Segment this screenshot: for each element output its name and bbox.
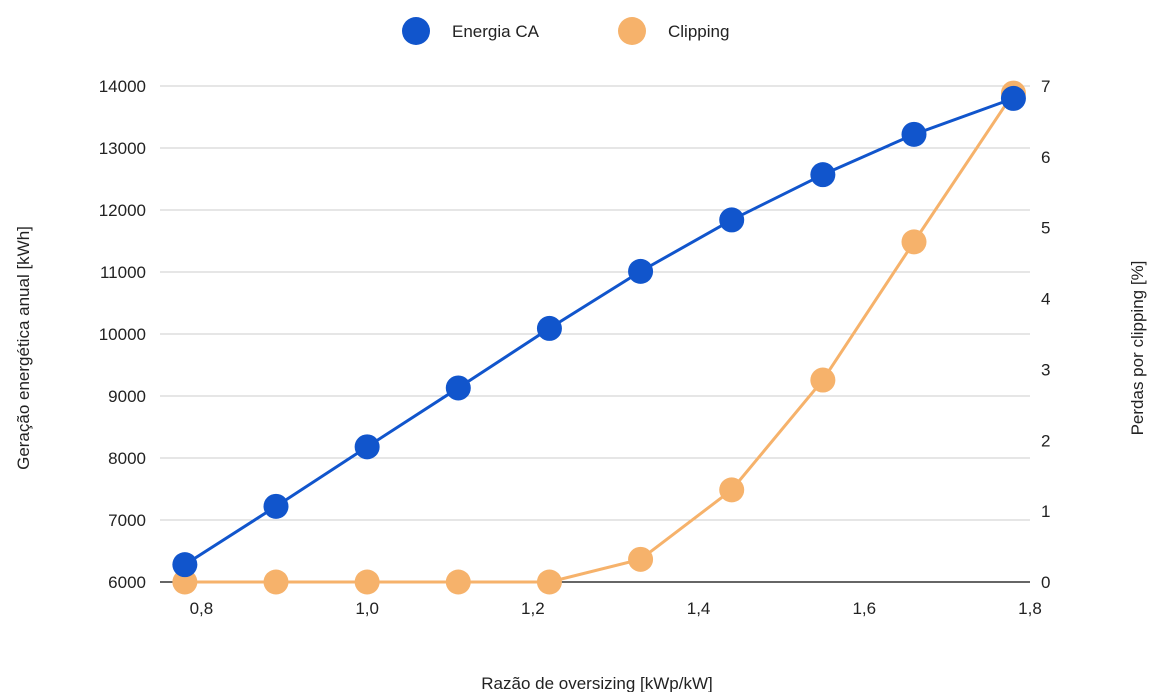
data-point	[263, 569, 289, 595]
legend-marker	[402, 17, 430, 45]
series-energia-ca	[172, 85, 1026, 578]
right-tick-label: 1	[1041, 502, 1050, 521]
data-point	[901, 229, 927, 255]
left-axis-ticks: 6000 7000 8000 9000 10000 11000 12000 13000 1400…	[99, 77, 146, 592]
left-tick-label: 12000	[99, 201, 146, 220]
right-axis-title: Perdas por clipping [%]	[1128, 261, 1147, 436]
data-point	[719, 477, 745, 503]
left-tick-label: 10000	[99, 325, 146, 344]
legend: Energia CA Clipping	[402, 17, 729, 45]
data-point	[901, 121, 927, 147]
left-tick-label: 13000	[99, 139, 146, 158]
data-point	[810, 162, 836, 188]
legend-label: Energia CA	[452, 22, 540, 41]
right-tick-label: 6	[1041, 148, 1050, 167]
data-point	[445, 375, 471, 401]
legend-item: Clipping	[618, 17, 729, 45]
x-tick-label: 1,0	[355, 599, 379, 618]
data-point	[172, 569, 198, 595]
right-tick-label: 4	[1041, 290, 1050, 309]
legend-marker	[618, 17, 646, 45]
data-point	[445, 569, 471, 595]
right-tick-label: 7	[1041, 77, 1050, 96]
right-tick-label: 2	[1041, 431, 1050, 450]
data-point	[1000, 85, 1026, 111]
x-axis-ticks: 0,8 1,0 1,2 1,4 1,6 1,8	[190, 599, 1042, 618]
right-tick-label: 5	[1041, 219, 1050, 238]
series-clipping	[172, 80, 1026, 595]
legend-label: Clipping	[668, 22, 729, 41]
left-tick-label: 7000	[108, 511, 146, 530]
series-line	[184, 92, 1015, 584]
left-tick-label: 14000	[99, 77, 146, 96]
data-point	[719, 207, 745, 233]
data-point	[536, 569, 562, 595]
left-axis-title: Geração energética anual [kWh]	[14, 226, 33, 470]
x-tick-label: 1,2	[521, 599, 545, 618]
x-tick-label: 1,6	[852, 599, 876, 618]
data-point	[172, 552, 198, 578]
data-point	[810, 367, 836, 393]
x-tick-label: 0,8	[190, 599, 214, 618]
series-layer	[172, 80, 1026, 595]
left-tick-label: 6000	[108, 573, 146, 592]
left-tick-label: 11000	[100, 263, 146, 282]
left-tick-label: 8000	[108, 449, 146, 468]
right-tick-label: 3	[1041, 360, 1050, 379]
x-axis-title: Razão de oversizing [kWp/kW]	[481, 674, 712, 692]
right-axis-ticks: 0 1 2 3 4 5 6 7	[1041, 77, 1050, 592]
grid	[160, 85, 1030, 583]
series-line	[184, 96, 1014, 566]
data-point	[536, 315, 562, 341]
legend-item: Energia CA	[402, 17, 540, 45]
data-point	[354, 569, 380, 595]
data-point	[263, 493, 289, 519]
data-point	[628, 258, 654, 284]
x-tick-label: 1,4	[687, 599, 711, 618]
data-point	[628, 546, 654, 572]
right-tick-label: 0	[1041, 573, 1050, 592]
data-point	[354, 434, 380, 460]
x-tick-label: 1,8	[1018, 599, 1042, 618]
left-tick-label: 9000	[108, 387, 146, 406]
